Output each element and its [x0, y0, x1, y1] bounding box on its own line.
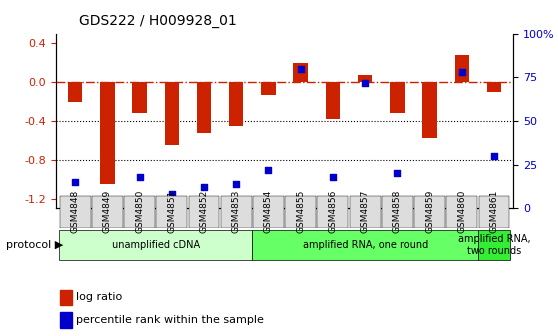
- FancyBboxPatch shape: [350, 196, 381, 228]
- Point: [458, 69, 466, 75]
- Bar: [60, 290, 72, 305]
- FancyBboxPatch shape: [446, 196, 477, 228]
- Text: GSM4857: GSM4857: [360, 190, 369, 234]
- Point: [425, 200, 434, 206]
- Bar: [326, 82, 340, 119]
- Text: GSM4851: GSM4851: [167, 190, 176, 234]
- Bar: [455, 55, 469, 82]
- FancyBboxPatch shape: [189, 196, 219, 228]
- Point: [264, 167, 273, 173]
- FancyBboxPatch shape: [59, 230, 252, 260]
- Bar: [68, 82, 83, 101]
- FancyBboxPatch shape: [478, 230, 510, 260]
- Point: [232, 181, 240, 186]
- Text: GSM4849: GSM4849: [103, 190, 112, 233]
- Bar: [132, 82, 147, 113]
- FancyBboxPatch shape: [479, 196, 509, 228]
- Point: [360, 80, 369, 85]
- Point: [329, 174, 338, 179]
- Bar: [390, 82, 405, 113]
- Bar: [165, 82, 179, 145]
- FancyBboxPatch shape: [382, 196, 413, 228]
- Text: protocol ▶: protocol ▶: [6, 240, 63, 250]
- Bar: [487, 82, 501, 92]
- Bar: [60, 312, 72, 328]
- Text: GDS222 / H009928_01: GDS222 / H009928_01: [79, 14, 237, 29]
- Bar: [197, 82, 211, 133]
- Text: percentile rank within the sample: percentile rank within the sample: [76, 315, 264, 325]
- FancyBboxPatch shape: [414, 196, 445, 228]
- FancyBboxPatch shape: [285, 196, 316, 228]
- Text: GSM4859: GSM4859: [425, 190, 434, 234]
- FancyBboxPatch shape: [253, 196, 284, 228]
- Text: GSM4856: GSM4856: [329, 190, 338, 234]
- FancyBboxPatch shape: [252, 230, 478, 260]
- Point: [296, 66, 305, 71]
- Bar: [229, 82, 243, 126]
- Text: amplified RNA, one round: amplified RNA, one round: [302, 240, 428, 250]
- Point: [489, 153, 498, 159]
- Text: amplified RNA,
two rounds: amplified RNA, two rounds: [458, 235, 530, 256]
- Text: GSM4855: GSM4855: [296, 190, 305, 234]
- Text: GSM4853: GSM4853: [232, 190, 240, 234]
- Bar: [294, 63, 308, 82]
- Point: [167, 192, 176, 197]
- Bar: [422, 82, 437, 138]
- Text: GSM4854: GSM4854: [264, 190, 273, 233]
- Text: GSM4848: GSM4848: [71, 190, 80, 233]
- Bar: [100, 82, 114, 184]
- Text: GSM4861: GSM4861: [489, 190, 498, 234]
- Point: [200, 185, 209, 190]
- FancyBboxPatch shape: [318, 196, 348, 228]
- Point: [135, 174, 144, 179]
- Text: GSM4850: GSM4850: [135, 190, 144, 234]
- Text: GSM4858: GSM4858: [393, 190, 402, 234]
- FancyBboxPatch shape: [156, 196, 187, 228]
- Bar: [261, 82, 276, 95]
- Text: GSM4860: GSM4860: [458, 190, 466, 234]
- Point: [393, 171, 402, 176]
- Text: GSM4852: GSM4852: [200, 190, 209, 233]
- FancyBboxPatch shape: [221, 196, 252, 228]
- FancyBboxPatch shape: [92, 196, 123, 228]
- Point: [103, 197, 112, 202]
- FancyBboxPatch shape: [124, 196, 155, 228]
- Text: log ratio: log ratio: [76, 292, 123, 302]
- Point: [71, 179, 80, 185]
- FancyBboxPatch shape: [60, 196, 90, 228]
- Bar: [358, 75, 372, 82]
- Text: unamplified cDNA: unamplified cDNA: [112, 240, 200, 250]
